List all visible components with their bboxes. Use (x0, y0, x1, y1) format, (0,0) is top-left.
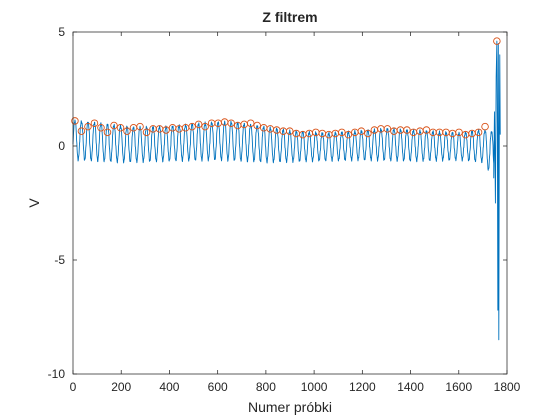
peak-marker (110, 121, 118, 130)
x-tick-label: 800 (256, 380, 276, 394)
y-axis-label: V (26, 198, 42, 208)
peak-marker (90, 119, 99, 127)
peak-marker (364, 129, 372, 138)
chart-title: Z filtrem (262, 9, 318, 25)
peak-marker (71, 117, 79, 125)
plot-area (73, 32, 507, 374)
peak-marker (403, 126, 411, 134)
peak-marker (422, 126, 431, 134)
peak-marker (103, 128, 112, 137)
peak-marker (493, 37, 501, 45)
x-axis: 0 200 400 600 800 1000 1200 1400 1600 1800 (70, 32, 521, 394)
peak-marker (142, 128, 151, 137)
peak-marker (246, 119, 255, 127)
x-tick-label: 1000 (301, 380, 328, 394)
x-tick-label: 1400 (397, 380, 424, 394)
y-tick-label: -5 (54, 253, 65, 267)
x-tick-label: 1200 (349, 380, 376, 394)
x-tick-label: 400 (159, 380, 179, 394)
x-tick-label: 1600 (445, 380, 472, 394)
peak-marker (188, 122, 196, 131)
x-axis-label: Numer próbki (247, 399, 333, 415)
peak-marker (455, 128, 463, 137)
peak-marker (116, 124, 125, 132)
y-axis: 5 0 -5 -10 (48, 25, 507, 381)
peak-marker (474, 128, 483, 137)
peak-marker (357, 127, 366, 135)
x-tick-label: 0 (70, 380, 77, 394)
y-tick-label: -10 (48, 367, 66, 381)
peak-marker (162, 126, 170, 134)
peak-marker (344, 130, 353, 139)
peak-marker (123, 127, 131, 135)
peak-marker (286, 127, 294, 135)
axes-box (72, 31, 508, 375)
x-tick-label: 1800 (494, 380, 521, 394)
peak-marker-layer (71, 37, 501, 139)
y-tick-label: 0 (58, 139, 65, 153)
peak-marker (84, 122, 92, 131)
x-tick-label: 600 (208, 380, 228, 394)
peak-marker (227, 119, 235, 127)
peak-marker (383, 125, 392, 133)
peak-marker (194, 120, 203, 129)
signal-layer (72, 40, 501, 341)
peak-marker (253, 121, 261, 130)
peak-marker (201, 122, 209, 131)
peak-marker (481, 122, 489, 131)
x-tick-label: 200 (111, 380, 131, 394)
signal-line (72, 40, 501, 341)
peak-marker (136, 122, 144, 131)
peak-marker (77, 127, 86, 135)
peak-marker (338, 128, 346, 137)
y-tick-label: 5 (58, 25, 65, 39)
peak-marker (97, 124, 105, 132)
